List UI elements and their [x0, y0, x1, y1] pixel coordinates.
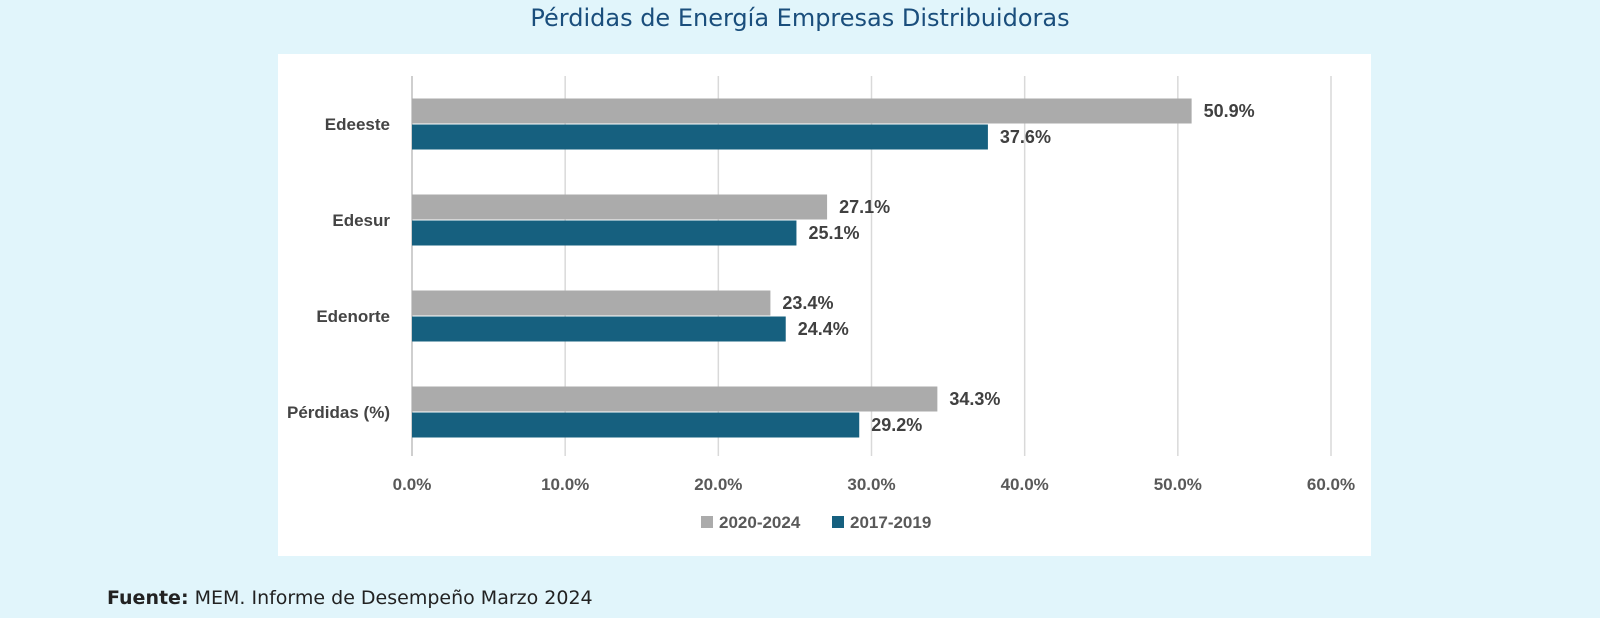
x-tick-label: 10.0%	[541, 475, 589, 494]
category-label: Edenorte	[316, 307, 390, 326]
bar-2020-2024-Edeeste	[412, 98, 1192, 124]
data-label: 23.4%	[782, 293, 833, 313]
legend-swatch	[832, 516, 844, 528]
data-label: 25.1%	[808, 223, 859, 243]
chart-title: Pérdidas de Energía Empresas Distribuido…	[530, 4, 1070, 32]
bar-2017-2019-Pérdidas (%)	[412, 412, 860, 438]
category-label: Edesur	[332, 211, 390, 230]
x-tick-label: 50.0%	[1154, 475, 1202, 494]
category-label: Pérdidas (%)	[287, 403, 390, 422]
bar-2020-2024-Edenorte	[412, 290, 771, 316]
x-tick-label: 30.0%	[847, 475, 895, 494]
legend-label: 2020-2024	[719, 513, 801, 532]
data-label: 34.3%	[949, 389, 1000, 409]
legend-label: 2017-2019	[850, 513, 931, 532]
x-tick-label: 20.0%	[694, 475, 742, 494]
chart-panel: Edeeste 50.9% 37.6% Edesur 27.1% 25.1% Edenort…	[278, 54, 1371, 556]
data-label: 37.6%	[1000, 127, 1051, 147]
source-label: Fuente:	[107, 587, 189, 609]
bar-2017-2019-Edesur	[412, 220, 797, 246]
x-tick-label: 0.0%	[393, 475, 432, 494]
data-label: 29.2%	[871, 415, 922, 435]
legend-swatch	[701, 516, 713, 528]
data-label: 24.4%	[798, 319, 849, 339]
bar-chart: Edeeste 50.9% 37.6% Edesur 27.1% 25.1% Edenort…	[287, 76, 1355, 532]
data-label: 27.1%	[839, 197, 890, 217]
x-tick-label: 60.0%	[1307, 475, 1355, 494]
x-tick-label: 40.0%	[1001, 475, 1049, 494]
source-text: MEM. Informe de Desempeño Marzo 2024	[194, 587, 593, 609]
source-note: Fuente: MEM. Informe de Desempeño Marzo …	[107, 587, 593, 609]
category-label: Edeeste	[325, 115, 390, 134]
bar-2020-2024-Pérdidas (%)	[412, 386, 938, 412]
bar-2020-2024-Edesur	[412, 194, 828, 220]
data-label: 50.9%	[1204, 101, 1255, 121]
bar-2017-2019-Edenorte	[412, 316, 786, 342]
bar-2017-2019-Edeeste	[412, 124, 988, 150]
